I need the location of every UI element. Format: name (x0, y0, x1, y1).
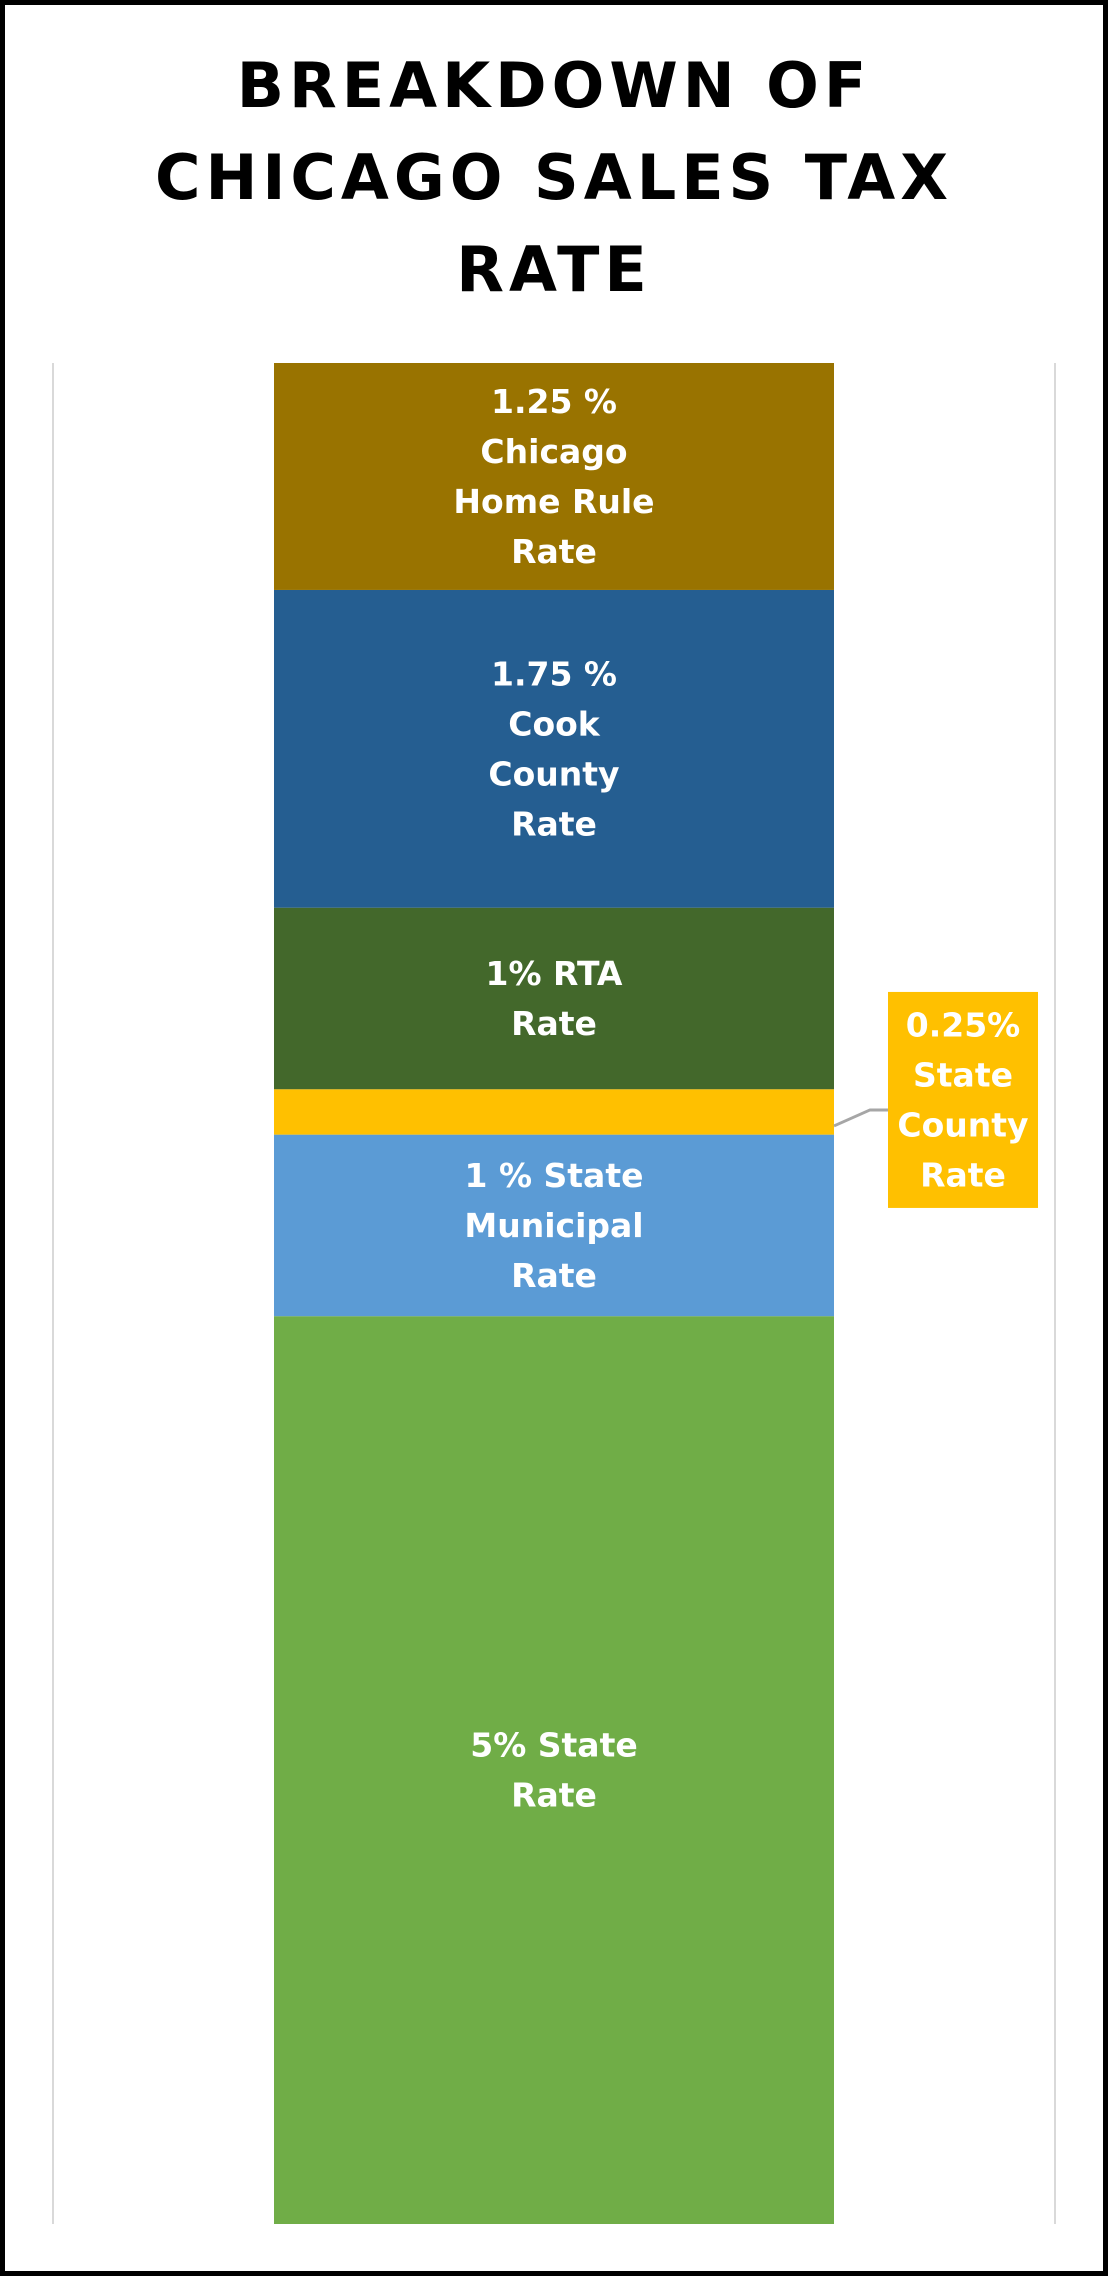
bar-segment-1-75-cook-county-rate (274, 589, 834, 908)
data-label-1-rta-rate-line: 1% RTA (486, 954, 623, 993)
data-label-5-state-rate-line: Rate (511, 1776, 597, 1815)
data-label-1-state-municipal-rate-line: Rate (511, 1256, 597, 1295)
bar-segment-1-state-municipal-rate (274, 1134, 834, 1317)
data-label-1-state-municipal-rate: 1 % State Municipal Rate (464, 1156, 643, 1295)
data-label-1-75-cook-county-rate-line: Rate (511, 804, 597, 843)
data-label-1-75-cook-county-rate-line: Cook (508, 704, 601, 743)
chart-title: BREAKDOWN OF CHICAGO SALES TAX RATE (0, 40, 1108, 316)
chart-title-line-2: CHICAGO SALES TAX (154, 141, 954, 214)
data-label-1-75-cook-county-rate-line: County (488, 754, 619, 793)
bar-segment-1-25-chicago-home-rule-rate (274, 363, 834, 590)
callout-leader-line (833, 1108, 888, 1128)
segment-labels: 5% State Rate 1 % State Municipal Rate 0.25% S… (453, 382, 1038, 1815)
data-label-1-rta-rate-line: Rate (511, 1004, 597, 1043)
chart-title-line-3: RATE (456, 233, 652, 306)
data-label-1-rta-rate: 1% RTA Rate (486, 954, 623, 1043)
data-label-0-25-state-county-rate-line: County (897, 1105, 1028, 1144)
data-label-1-25-chicago-home-rule-rate-line: Rate (511, 532, 597, 571)
chart-title-line-1: BREAKDOWN OF (236, 49, 872, 122)
data-label-0-25-state-county-rate-line: Rate (920, 1155, 1006, 1194)
data-label-1-75-cook-county-rate-line: 1.75 % (491, 654, 617, 693)
callout-box-0-25-state-county-rate (888, 991, 1038, 1208)
bar-segments (274, 363, 834, 2224)
data-label-0-25-state-county-rate: 0.25% State County Rate (897, 1005, 1028, 1194)
data-label-5-state-rate: 5% State Rate (470, 1726, 637, 1815)
data-label-1-25-chicago-home-rule-rate-line: 1.25 % (491, 382, 617, 421)
bar-segment-1-rta-rate (274, 907, 834, 1090)
data-label-0-25-state-county-rate-line: 0.25% (906, 1005, 1021, 1044)
data-label-0-25-state-county-rate-line: State (913, 1055, 1013, 1094)
data-label-1-25-chicago-home-rule-rate-line: Chicago (480, 432, 627, 471)
data-label-1-25-chicago-home-rule-rate-line: Home Rule (453, 482, 654, 521)
bar-segment-0-25-state-county-rate (274, 1089, 834, 1135)
data-label-1-state-municipal-rate-line: Municipal (464, 1206, 643, 1245)
data-label-1-75-cook-county-rate: 1.75 % Cook County Rate (488, 654, 619, 843)
data-label-5-state-rate-line: 5% State (470, 1726, 637, 1765)
data-label-1-25-chicago-home-rule-rate: 1.25 % Chicago Home Rule Rate (453, 382, 654, 571)
bar-segment-5-state-rate (274, 1316, 834, 2224)
data-label-1-state-municipal-rate-line: 1 % State (465, 1156, 644, 1195)
